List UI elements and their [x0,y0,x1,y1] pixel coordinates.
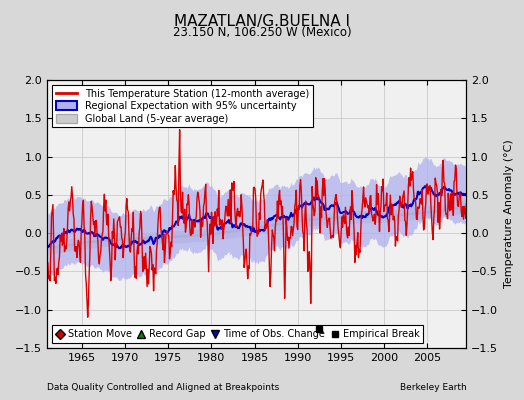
Text: MAZATLAN/G.BUELNA I: MAZATLAN/G.BUELNA I [174,14,350,29]
Legend: Station Move, Record Gap, Time of Obs. Change, Empirical Break: Station Move, Record Gap, Time of Obs. C… [52,325,423,343]
Text: Data Quality Controlled and Aligned at Breakpoints: Data Quality Controlled and Aligned at B… [47,383,279,392]
Text: 23.150 N, 106.250 W (Mexico): 23.150 N, 106.250 W (Mexico) [173,26,351,39]
Text: Berkeley Earth: Berkeley Earth [400,383,466,392]
Y-axis label: Temperature Anomaly (°C): Temperature Anomaly (°C) [504,140,514,288]
